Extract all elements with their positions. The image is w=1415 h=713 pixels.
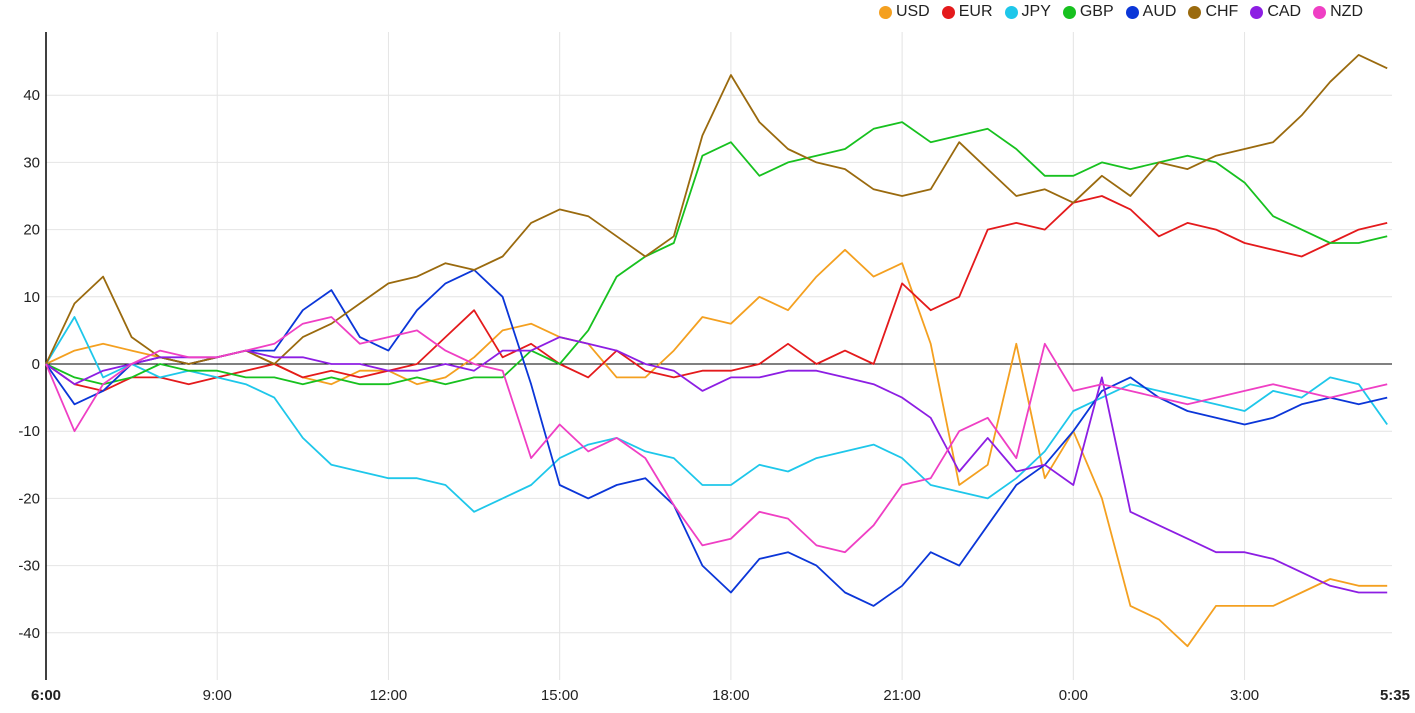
- legend-item-cad[interactable]: CAD: [1250, 3, 1301, 21]
- x-tick-label: 3:00: [1230, 687, 1259, 704]
- x-tick-label: 5:35: [1380, 687, 1410, 704]
- series-line-cad: [45, 336, 1388, 594]
- legend-swatch: [1062, 5, 1076, 19]
- legend-swatch: [1250, 5, 1264, 19]
- legend-swatch: [941, 5, 955, 19]
- legend-label: CHF: [1205, 3, 1239, 20]
- legend-label: USD: [895, 3, 930, 20]
- series-line-jpy: [45, 316, 1388, 513]
- legend-item-eur[interactable]: EUR: [941, 3, 993, 21]
- legend-item-gbp[interactable]: GBP: [1062, 3, 1114, 21]
- legend-swatch: [1125, 5, 1139, 19]
- legend-label: NZD: [1330, 3, 1363, 20]
- legend-item-aud[interactable]: AUD: [1125, 3, 1177, 21]
- legend-swatch: [1313, 5, 1327, 19]
- x-tick-label: 12:00: [370, 687, 408, 704]
- y-tick-label: 0: [32, 356, 40, 373]
- legend-swatch: [1188, 5, 1202, 19]
- x-tick-label: 18:00: [712, 687, 750, 704]
- series-line-usd: [45, 248, 1388, 648]
- legend-item-usd[interactable]: USD: [878, 3, 930, 21]
- legend-label: JPY: [1021, 3, 1051, 20]
- legend-label: EUR: [958, 3, 993, 20]
- legend-swatch: [878, 5, 892, 19]
- legend-item-nzd[interactable]: NZD: [1313, 3, 1363, 21]
- series-line-aud: [45, 268, 1388, 607]
- x-tick-label: 0:00: [1059, 687, 1088, 704]
- x-tick-label: 6:00: [31, 687, 61, 704]
- chart-axes: [45, 32, 1392, 680]
- y-tick-label: -20: [18, 490, 40, 507]
- y-tick-label: -30: [18, 558, 40, 575]
- x-tick-label: 9:00: [203, 687, 232, 704]
- y-tick-label: -40: [18, 625, 40, 642]
- series-line-gbp: [45, 121, 1388, 386]
- legend-item-chf[interactable]: CHF: [1188, 3, 1238, 21]
- legend-label: CAD: [1267, 3, 1302, 20]
- y-tick-label: -10: [18, 423, 40, 440]
- legend-item-jpy[interactable]: JPY: [1004, 3, 1051, 21]
- y-tick-label: 20: [23, 222, 40, 239]
- y-tick-label: 10: [23, 289, 40, 306]
- chart-tick-layer: 40 30 20 10 0 -10 -20 -30 -40 6:00 9:00 12:00 15:00 1…: [18, 87, 1410, 704]
- series-line-nzd: [45, 316, 1388, 554]
- chart-series-layer: [45, 54, 1388, 648]
- chart-grid: [46, 32, 1392, 680]
- legend-label: AUD: [1142, 3, 1177, 20]
- legend-swatch: [1004, 5, 1018, 19]
- series-line-eur: [45, 195, 1388, 392]
- legend-label: GBP: [1079, 3, 1114, 20]
- chart-legend: USD EUR JPY GBP AUD CHF CAD NZD: [878, 3, 1363, 21]
- series-line-chf: [45, 54, 1388, 365]
- x-tick-label: 15:00: [541, 687, 579, 704]
- y-tick-label: 40: [23, 87, 40, 104]
- y-tick-label: 30: [23, 154, 40, 171]
- x-tick-label: 21:00: [883, 687, 921, 704]
